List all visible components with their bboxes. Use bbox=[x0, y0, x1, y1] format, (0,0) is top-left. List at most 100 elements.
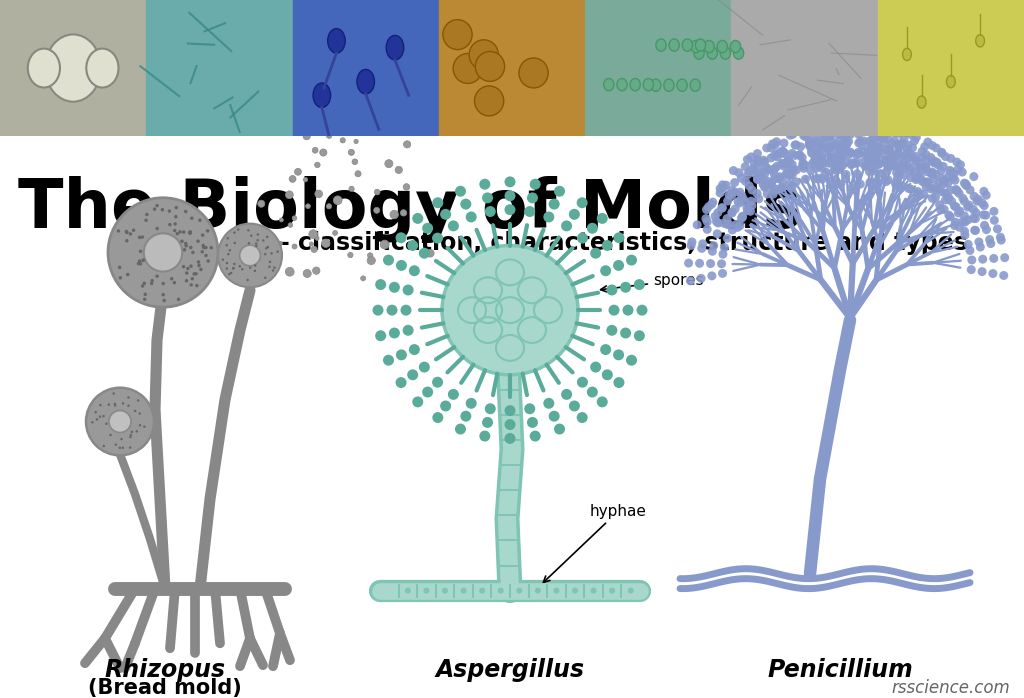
Ellipse shape bbox=[304, 119, 310, 125]
Ellipse shape bbox=[728, 208, 736, 217]
Ellipse shape bbox=[505, 405, 515, 416]
Ellipse shape bbox=[898, 139, 907, 147]
Ellipse shape bbox=[141, 259, 144, 262]
Ellipse shape bbox=[974, 195, 983, 204]
Ellipse shape bbox=[829, 165, 839, 174]
Ellipse shape bbox=[134, 410, 136, 412]
Ellipse shape bbox=[940, 205, 948, 214]
Ellipse shape bbox=[836, 125, 845, 134]
Ellipse shape bbox=[762, 144, 771, 152]
Ellipse shape bbox=[778, 147, 786, 156]
Ellipse shape bbox=[922, 150, 931, 159]
Ellipse shape bbox=[883, 160, 892, 169]
Ellipse shape bbox=[807, 147, 816, 156]
Ellipse shape bbox=[479, 179, 490, 190]
Ellipse shape bbox=[842, 140, 851, 149]
Ellipse shape bbox=[807, 138, 815, 147]
Ellipse shape bbox=[280, 218, 284, 222]
Ellipse shape bbox=[860, 126, 869, 135]
Ellipse shape bbox=[162, 282, 165, 285]
Ellipse shape bbox=[730, 178, 739, 187]
Bar bbox=[0, 0, 146, 136]
Ellipse shape bbox=[210, 246, 213, 249]
Ellipse shape bbox=[119, 447, 121, 449]
Ellipse shape bbox=[958, 217, 967, 226]
Ellipse shape bbox=[719, 250, 727, 259]
Ellipse shape bbox=[602, 369, 612, 380]
Ellipse shape bbox=[117, 229, 120, 232]
Ellipse shape bbox=[868, 134, 878, 143]
Ellipse shape bbox=[810, 151, 819, 161]
Ellipse shape bbox=[447, 389, 459, 400]
Ellipse shape bbox=[233, 242, 236, 244]
Ellipse shape bbox=[368, 253, 373, 258]
Ellipse shape bbox=[944, 194, 953, 202]
Ellipse shape bbox=[432, 412, 443, 423]
Ellipse shape bbox=[782, 169, 791, 178]
Ellipse shape bbox=[904, 141, 912, 149]
Ellipse shape bbox=[931, 158, 939, 168]
Ellipse shape bbox=[712, 217, 721, 226]
Ellipse shape bbox=[264, 253, 266, 255]
Ellipse shape bbox=[814, 142, 823, 151]
Ellipse shape bbox=[842, 140, 851, 149]
Ellipse shape bbox=[957, 168, 967, 177]
Ellipse shape bbox=[189, 283, 193, 287]
Ellipse shape bbox=[143, 297, 146, 301]
Ellipse shape bbox=[869, 145, 879, 154]
Ellipse shape bbox=[686, 276, 695, 285]
Ellipse shape bbox=[753, 158, 762, 167]
Ellipse shape bbox=[817, 142, 826, 151]
Ellipse shape bbox=[961, 218, 970, 227]
Ellipse shape bbox=[266, 236, 268, 238]
Ellipse shape bbox=[922, 164, 931, 173]
Ellipse shape bbox=[768, 181, 776, 191]
Ellipse shape bbox=[814, 144, 823, 154]
Ellipse shape bbox=[890, 158, 898, 168]
Ellipse shape bbox=[303, 269, 311, 278]
Ellipse shape bbox=[915, 172, 925, 181]
Ellipse shape bbox=[257, 233, 259, 236]
Ellipse shape bbox=[783, 156, 793, 165]
Ellipse shape bbox=[759, 168, 767, 176]
Ellipse shape bbox=[906, 185, 915, 193]
Ellipse shape bbox=[174, 206, 178, 209]
Ellipse shape bbox=[767, 154, 775, 163]
Ellipse shape bbox=[959, 197, 969, 206]
Ellipse shape bbox=[865, 167, 873, 176]
Ellipse shape bbox=[955, 207, 964, 216]
Ellipse shape bbox=[613, 232, 625, 243]
Text: Aspergillus: Aspergillus bbox=[435, 658, 585, 682]
Ellipse shape bbox=[187, 231, 191, 235]
Ellipse shape bbox=[910, 136, 919, 145]
Ellipse shape bbox=[961, 227, 969, 236]
Ellipse shape bbox=[695, 259, 705, 268]
Ellipse shape bbox=[978, 255, 987, 264]
Ellipse shape bbox=[771, 140, 779, 149]
Ellipse shape bbox=[289, 175, 296, 182]
Ellipse shape bbox=[389, 282, 400, 292]
Ellipse shape bbox=[737, 174, 745, 183]
Ellipse shape bbox=[754, 170, 763, 178]
Ellipse shape bbox=[772, 185, 781, 194]
Ellipse shape bbox=[885, 144, 894, 154]
Ellipse shape bbox=[905, 149, 914, 158]
Ellipse shape bbox=[233, 262, 236, 265]
Ellipse shape bbox=[755, 174, 764, 183]
Ellipse shape bbox=[634, 330, 645, 341]
Ellipse shape bbox=[690, 79, 700, 91]
Ellipse shape bbox=[778, 158, 787, 168]
Ellipse shape bbox=[122, 447, 124, 449]
Ellipse shape bbox=[985, 235, 994, 244]
Ellipse shape bbox=[966, 186, 975, 195]
Ellipse shape bbox=[232, 267, 234, 269]
Ellipse shape bbox=[454, 54, 482, 84]
Ellipse shape bbox=[708, 272, 717, 281]
Ellipse shape bbox=[927, 184, 935, 193]
Ellipse shape bbox=[988, 269, 997, 278]
Ellipse shape bbox=[817, 155, 826, 164]
Ellipse shape bbox=[127, 396, 130, 399]
Ellipse shape bbox=[877, 169, 886, 178]
Ellipse shape bbox=[913, 174, 923, 184]
Ellipse shape bbox=[225, 262, 228, 265]
